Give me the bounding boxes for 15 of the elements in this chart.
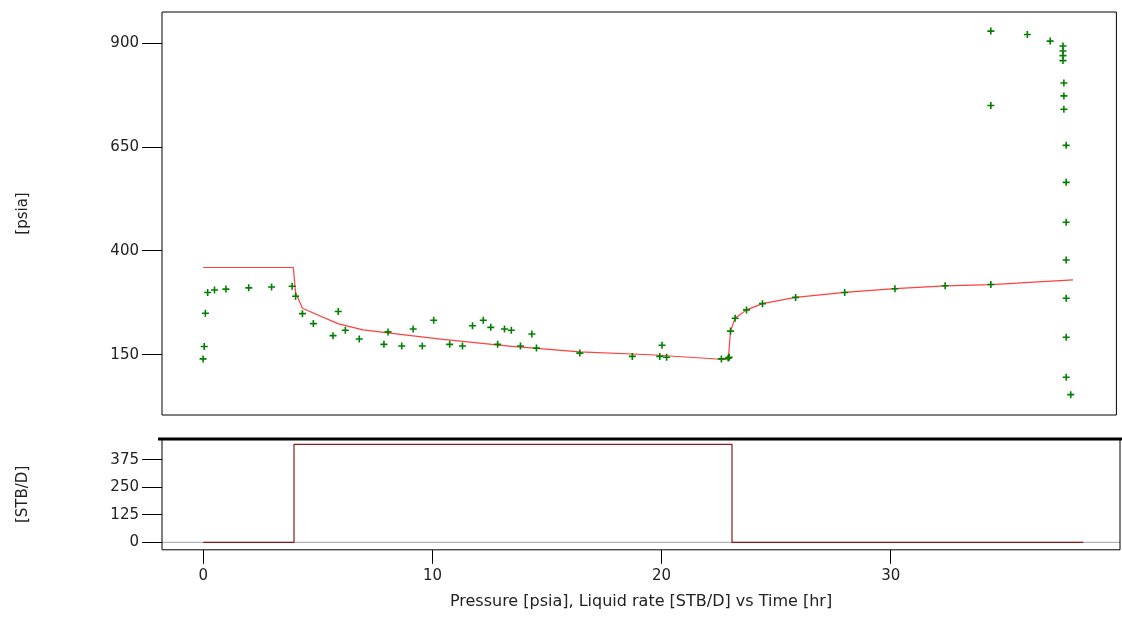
x-tick-label: 10 <box>422 565 442 584</box>
y-tick-label: 250 <box>110 477 139 496</box>
y-tick-label: 375 <box>110 449 139 468</box>
y-tick-label: 150 <box>110 344 139 363</box>
y-tick-label: 900 <box>110 33 139 52</box>
y-axis-title: [psia] <box>12 192 31 235</box>
y-tick-label: 400 <box>110 240 139 259</box>
y-tick-label: 0 <box>129 532 139 551</box>
y-axis-title: [STB/D] <box>12 465 31 524</box>
x-tick-label: 30 <box>881 565 901 584</box>
y-tick-label: 650 <box>110 136 139 155</box>
x-tick-label: 0 <box>198 565 209 584</box>
y-tick-label: 125 <box>110 504 139 523</box>
x-axis-title: Pressure [psia], Liquid rate [STB/D] vs Time [hr] <box>449 590 833 610</box>
x-tick-label: 20 <box>652 565 672 584</box>
